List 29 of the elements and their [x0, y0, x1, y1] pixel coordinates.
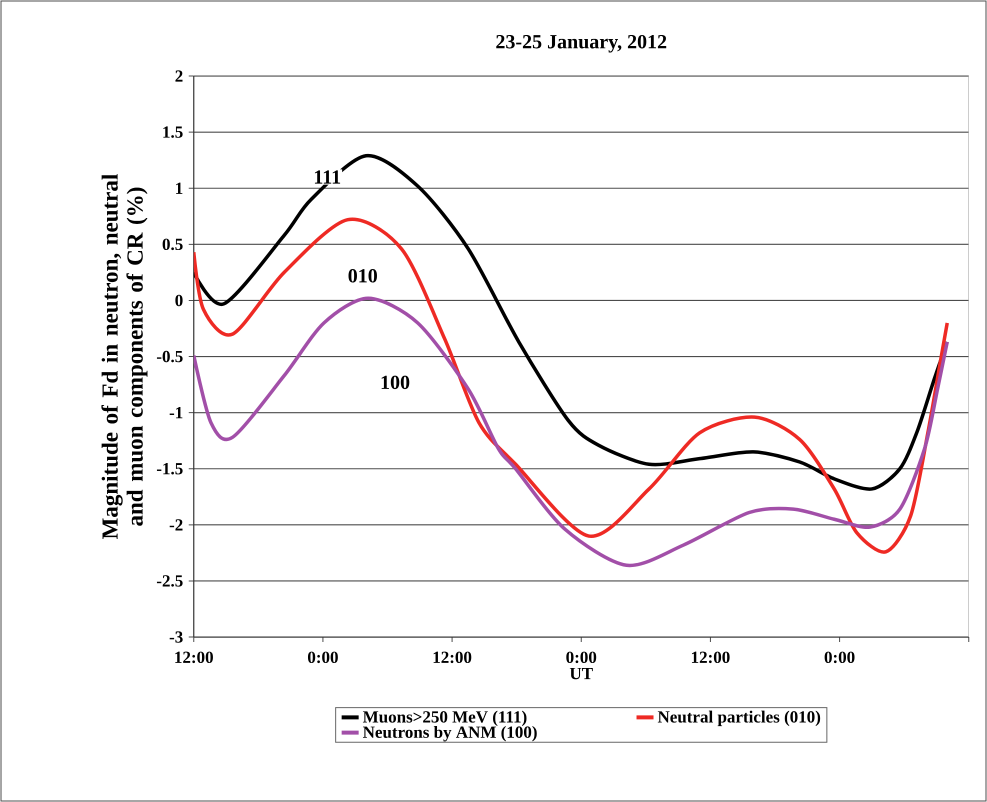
- annotation: 010: [348, 269, 377, 283]
- y-tick-label: -0.5: [156, 350, 183, 362]
- annotation: 111: [314, 170, 340, 184]
- x-axis-title: UT: [570, 668, 593, 680]
- y-axis-title: Magnitude of Fd in neutron, neutral and muon components of CR (%): [101, 174, 148, 540]
- y-tick-label: -3: [170, 631, 183, 643]
- y-tick-label: -2.5: [156, 575, 183, 587]
- y-tick-label: 2: [175, 70, 182, 82]
- line-series: [194, 154, 949, 491]
- y-tick-label: 1.5: [163, 126, 183, 138]
- legend-label: Neutral particles (010): [658, 710, 820, 726]
- chart-title: 23-25 January, 2012: [496, 34, 666, 53]
- legend-label: Muons>250 MeV (111): [362, 710, 526, 726]
- legend-label: Neutrons by ANM (100): [362, 726, 537, 742]
- y-tick-label: 0.5: [162, 238, 183, 250]
- y-tick-label: 1: [176, 182, 182, 194]
- x-tick-label: 0:00: [824, 652, 855, 664]
- line-series: [194, 218, 949, 554]
- x-tick-label: 12:00: [692, 652, 730, 664]
- x-tick-label: 0:00: [566, 652, 596, 664]
- y-tick-label: -2: [170, 519, 182, 530]
- line-series: [194, 296, 949, 567]
- y-tick-label: -1.5: [156, 463, 183, 474]
- x-tick-label: 12:00: [434, 652, 472, 664]
- x-tick-label: 12:00: [175, 652, 213, 664]
- y-tick-label: 0: [175, 294, 183, 306]
- annotation: 100: [382, 376, 410, 390]
- x-tick-label: 0:00: [308, 652, 338, 664]
- y-tick-label: -1: [170, 407, 182, 418]
